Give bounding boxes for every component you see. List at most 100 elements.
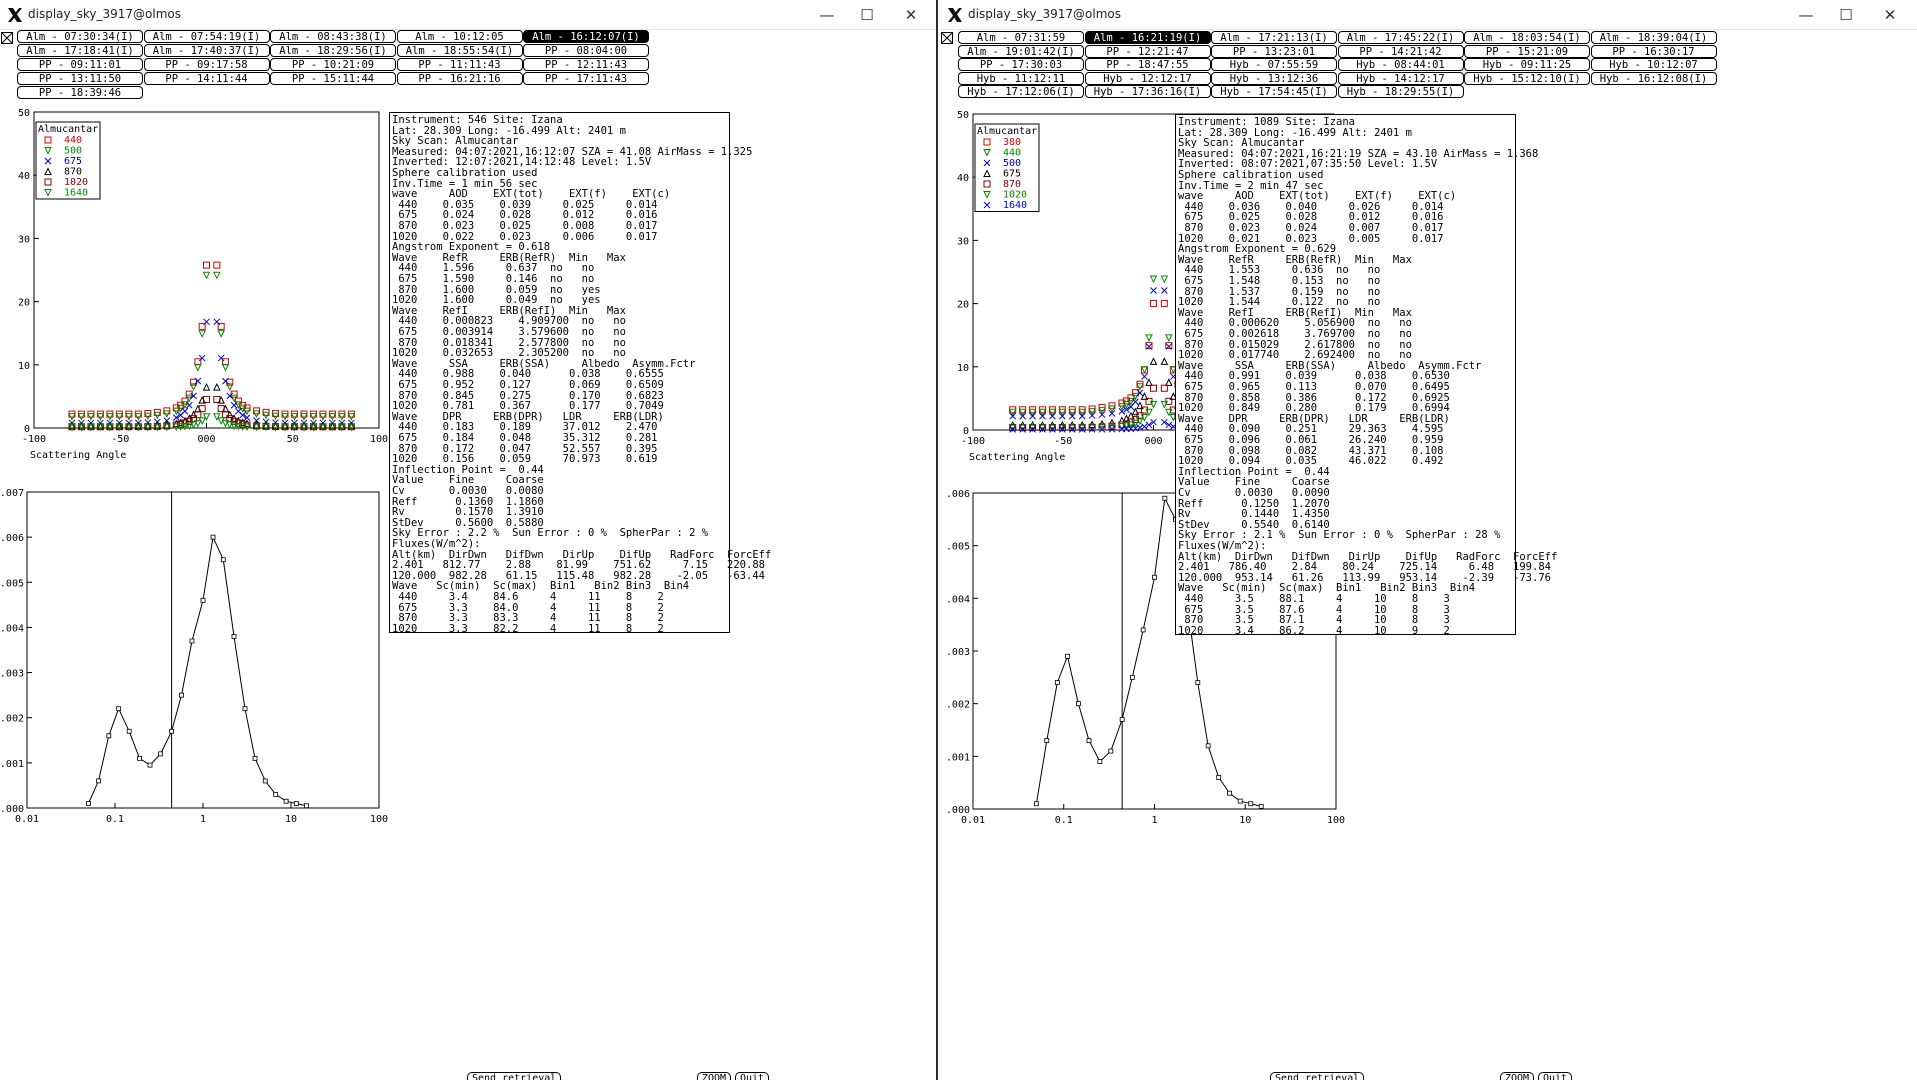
maximize-icon[interactable]: ☐ [860,6,874,24]
run-button[interactable]: Hyb - 11:12:11 [958,71,1084,85]
data-point [190,392,197,400]
zoom-button[interactable]: ZOOM [1500,1072,1535,1080]
run-button[interactable]: Alm - 17:18:41(I) [17,44,143,57]
size-distribution-line [1035,496,1262,807]
run-button[interactable]: PP - 15:11:44 [270,72,396,85]
data-point [153,421,162,430]
data-point [125,413,133,421]
data-point [220,557,226,563]
data-point [198,405,206,413]
zoom-button[interactable]: ZOOM [697,1072,732,1080]
title-bar[interactable]: display_sky_3917@olmos — ☐ ✕ [940,0,1917,30]
data-point [125,423,133,432]
run-button[interactable]: Hyb - 08:44:01 [1337,58,1464,71]
run-button[interactable]: PP - 09:11:01 [17,58,143,71]
run-button[interactable]: Alm - 17:40:37(I) [143,44,270,57]
data-point [1165,408,1173,417]
run-button[interactable]: Hyb - 16:12:08(I) [1590,71,1717,85]
data-point [1165,378,1173,386]
corner-close-icon[interactable] [941,32,953,44]
info-line: Wave DPR ERB(DPR) LDR ERB(LDR) [392,410,664,423]
run-button[interactable]: Hyb - 13:12:36 [1211,71,1337,85]
run-button[interactable]: Alm - 10:12:05 [396,30,523,43]
run-button[interactable]: Hyb - 17:54:45(I) [1211,85,1337,98]
info-line: 870 0.023 0.025 0.008 0.017 [392,220,658,232]
run-button[interactable]: PP - 17:11:43 [523,72,649,85]
run-button[interactable]: Hyb - 07:55:59 [1211,58,1337,71]
run-button[interactable]: PP - 16:21:16 [396,72,523,85]
info-line: 675 0.096 0.061 26.240 0.959 [1178,434,1444,446]
run-button[interactable]: Hyb - 17:12:06(I) [958,85,1084,98]
info-line: Wave RefI ERB(RefI) Min Max [392,304,626,317]
data-point [1122,401,1131,409]
run-button[interactable]: Alm - 08:43:38(I) [270,30,396,43]
run-button[interactable]: Alm - 07:54:19(I) [143,30,270,43]
data-point [77,423,86,432]
y-tick-label: 0 [963,426,969,437]
maximize-icon[interactable]: ☐ [1839,6,1853,24]
run-button[interactable]: PP - 14:21:42 [1337,44,1464,58]
data-point [1119,717,1125,722]
quit-button[interactable]: Quit [1538,1072,1573,1080]
run-button[interactable]: PP - 14:11:44 [143,72,270,85]
send-retrieval-button[interactable]: Send retrieval [467,1072,562,1080]
data-point [1019,412,1026,420]
close-icon[interactable]: ✕ [904,6,918,24]
run-button[interactable]: PP - 08:04:00 [523,44,649,57]
send-retrieval-button[interactable]: Send retrieval [1270,1072,1365,1080]
data-point [1150,384,1157,392]
data-point [243,414,251,422]
data-point [163,422,171,430]
run-button[interactable]: Alm - 18:55:54(I) [396,44,523,57]
run-button[interactable]: Hyb - 10:12:07 [1590,58,1717,71]
close-icon[interactable]: ✕ [1883,6,1897,24]
run-button[interactable]: Alm - 19:01:42(I) [958,44,1084,58]
run-button[interactable]: Hyb - 14:12:17 [1337,71,1464,85]
data-point [1088,425,1096,433]
run-button[interactable]: PP - 12:11:43 [523,58,649,71]
run-button[interactable]: PP - 11:11:43 [396,58,523,71]
run-button[interactable]: Hyb - 18:29:55(I) [1337,85,1464,98]
run-button[interactable]: Alm - 17:21:13(I) [1211,31,1337,44]
data-point [217,322,225,330]
run-button[interactable]: Alm - 18:03:54(I) [1464,31,1590,44]
run-button[interactable]: Alm - 07:30:34(I) [17,30,143,43]
data-point [172,423,181,432]
data-point [1049,412,1056,420]
run-button[interactable]: Hyb - 12:12:17 [1084,71,1211,85]
minimize-icon[interactable]: — [1798,6,1814,24]
run-button[interactable]: Hyb - 15:12:10(I) [1464,71,1590,85]
quit-button[interactable]: Quit [735,1072,770,1080]
corner-close-icon[interactable] [1,32,13,44]
run-button[interactable]: PP - 10:21:09 [270,58,396,71]
data-point [338,423,346,432]
run-button[interactable]: PP - 18:39:46 [17,86,143,99]
run-button[interactable]: PP - 09:17:58 [143,58,270,71]
run-button[interactable]: Alm - 18:39:04(I) [1590,31,1717,44]
run-button[interactable]: PP - 13:23:01 [1211,44,1337,58]
run-button[interactable]: Hyb - 17:36:16(I) [1084,85,1211,98]
run-button[interactable]: Alm - 16:21:19(I) [1084,31,1211,44]
run-button[interactable]: Hyb - 09:11:25 [1464,58,1590,71]
run-button[interactable]: PP - 18:47:55 [1084,58,1211,71]
data-point [1058,412,1066,420]
run-button[interactable]: PP - 16:30:17 [1590,44,1717,58]
minimize-icon[interactable]: — [819,6,835,24]
run-button[interactable]: PP - 17:30:03 [958,58,1084,71]
info-line: 1020 3.4 86.2 4 10 9 2 [1178,624,1450,637]
run-button[interactable]: Alm - 16:12:07(I) [523,30,649,43]
data-point [181,401,189,409]
y-tick-label: .004 [946,594,970,605]
run-button[interactable]: Alm - 18:29:56(I) [270,44,396,57]
info-line: 1020 0.021 0.023 0.005 0.017 [1178,232,1444,245]
run-button[interactable]: Alm - 17:45:22(I) [1337,31,1464,44]
x-tick-label: 000 [197,434,215,445]
run-button[interactable]: PP - 15:21:09 [1464,44,1590,58]
run-button[interactable]: PP - 13:11:50 [17,72,143,85]
window-right: display_sky_3917@olmos — ☐ ✕ Alm - 07:31:59 A… [940,0,1917,1080]
title-bar[interactable]: display_sky_3917@olmos — ☐ ✕ [0,0,936,30]
info-line: 870 3.5 87.1 4 10 8 3 [1178,614,1450,627]
run-button[interactable]: Alm - 07:31:59 [958,31,1084,44]
run-button[interactable]: PP - 12:21:47 [1084,44,1211,58]
